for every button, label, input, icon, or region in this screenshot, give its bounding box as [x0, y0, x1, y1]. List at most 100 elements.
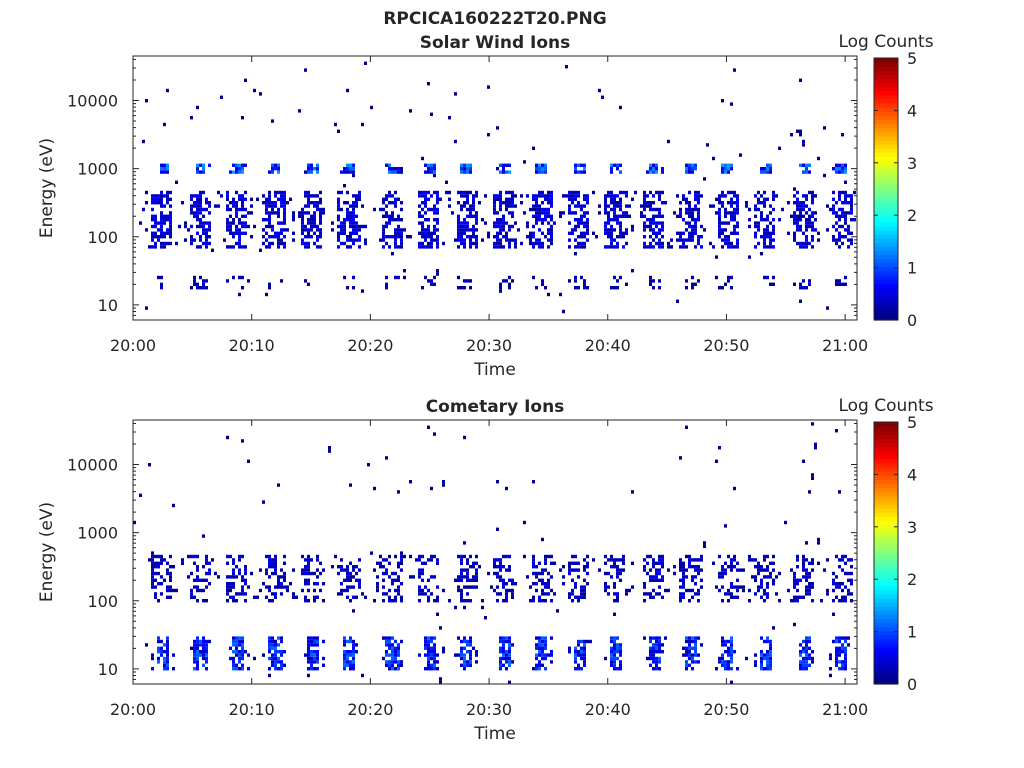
colorbar-segment: [874, 651, 898, 656]
heatmap-cell: [613, 275, 616, 280]
heatmap-cell: [286, 585, 289, 589]
heatmap-cell: [574, 190, 577, 195]
heatmap-cell: [229, 245, 232, 249]
heatmap-cell: [268, 194, 271, 198]
heatmap-cell: [232, 204, 235, 208]
heatmap-cell: [193, 643, 196, 647]
heatmap-cell: [535, 170, 538, 174]
x-tick-label: 20:00: [110, 336, 156, 355]
heatmap-cell: [469, 286, 472, 290]
heatmap-cell: [568, 238, 571, 242]
heatmap-cell: [718, 194, 721, 198]
heatmap-cell: [544, 197, 547, 201]
heatmap-cell: [349, 245, 352, 249]
colorbar-segment: [874, 606, 898, 611]
heatmap-cell: [457, 231, 460, 235]
heatmap-cell: [352, 609, 355, 613]
heatmap-cell: [835, 653, 838, 657]
heatmap-cell: [574, 667, 577, 671]
heatmap-cell: [160, 592, 163, 596]
heatmap-cell: [544, 235, 547, 239]
heatmap-cell: [400, 551, 403, 555]
heatmap-cell: [616, 571, 619, 576]
heatmap-cell: [538, 238, 541, 242]
heatmap-cell: [724, 524, 727, 528]
heatmap-cell: [436, 228, 439, 232]
heatmap-cell: [502, 585, 505, 589]
heatmap-cell: [226, 585, 229, 589]
heatmap-cell: [718, 221, 721, 225]
heatmap-cell: [691, 231, 694, 235]
heatmap-cell: [571, 588, 574, 593]
heatmap-cell: [505, 486, 508, 491]
heatmap-cell: [733, 558, 736, 562]
heatmap-cell: [460, 241, 463, 246]
heatmap-cell: [460, 578, 463, 582]
x-tick-label: 20:30: [466, 700, 512, 719]
heatmap-cell: [679, 592, 682, 596]
heatmap-cell: [301, 211, 304, 215]
heatmap-cell: [190, 588, 193, 593]
heatmap-cell: [472, 214, 475, 218]
heatmap-cell: [724, 663, 727, 667]
heatmap-cell: [727, 653, 730, 657]
heatmap-cell: [655, 571, 658, 576]
heatmap-cell: [583, 235, 586, 239]
heatmap-cell: [508, 211, 511, 215]
heatmap-cell: [202, 279, 205, 283]
heatmap-cell: [463, 218, 466, 222]
heatmap-cell: [421, 286, 424, 290]
heatmap-cell: [319, 221, 322, 225]
heatmap-cell: [469, 639, 472, 644]
heatmap-cell: [835, 201, 838, 205]
heatmap-cell: [511, 592, 514, 596]
heatmap-cell: [727, 201, 730, 205]
heatmap-cell: [643, 224, 646, 229]
heatmap-cell: [244, 224, 247, 229]
heatmap-cell: [346, 163, 349, 167]
heatmap-cell: [766, 228, 769, 232]
heatmap-cell: [358, 235, 361, 239]
heatmap-cell: [718, 554, 721, 559]
heatmap-cells: [139, 61, 856, 314]
heatmap-cell: [754, 221, 757, 225]
heatmap-cell: [748, 588, 751, 593]
heatmap-cell: [466, 167, 469, 171]
heatmap-cell: [499, 201, 502, 205]
heatmap-cell: [814, 211, 817, 215]
heatmap-cell: [283, 241, 286, 246]
heatmap-cell: [394, 667, 397, 671]
heatmap-cell: [691, 565, 694, 569]
heatmap-cell: [664, 588, 667, 593]
heatmap-cell: [400, 663, 403, 667]
heatmap-cell: [163, 660, 166, 664]
heatmap-cell: [655, 643, 658, 647]
heatmap-cell: [133, 520, 136, 525]
heatmap-cell: [838, 190, 841, 195]
heatmap-cell: [304, 595, 307, 599]
heatmap-cell: [727, 565, 730, 569]
heatmap-cell: [643, 201, 646, 205]
heatmap-cell: [190, 241, 193, 246]
heatmap-cell: [577, 218, 580, 222]
heatmap-cell: [271, 170, 274, 174]
heatmap-cell: [388, 201, 391, 205]
heatmap-cell: [226, 592, 229, 596]
heatmap-cell: [613, 558, 616, 562]
heatmap-cell: [799, 663, 802, 667]
heatmap-cell: [811, 238, 814, 242]
heatmap-cell: [163, 667, 166, 671]
heatmap-cell: [694, 190, 697, 195]
heatmap-cell: [241, 163, 244, 167]
heatmap-cell: [268, 282, 271, 286]
heatmap-cell: [736, 231, 739, 235]
heatmap-cell: [679, 456, 682, 460]
heatmap-cell: [850, 238, 853, 242]
heatmap-cell: [667, 588, 670, 593]
heatmap-cell: [232, 197, 235, 201]
heatmap-cell: [658, 197, 661, 201]
heatmap-cell: [208, 568, 211, 572]
colorbar-segment: [874, 229, 898, 235]
heatmap-cell: [205, 235, 208, 239]
heatmap-cell: [310, 201, 313, 205]
